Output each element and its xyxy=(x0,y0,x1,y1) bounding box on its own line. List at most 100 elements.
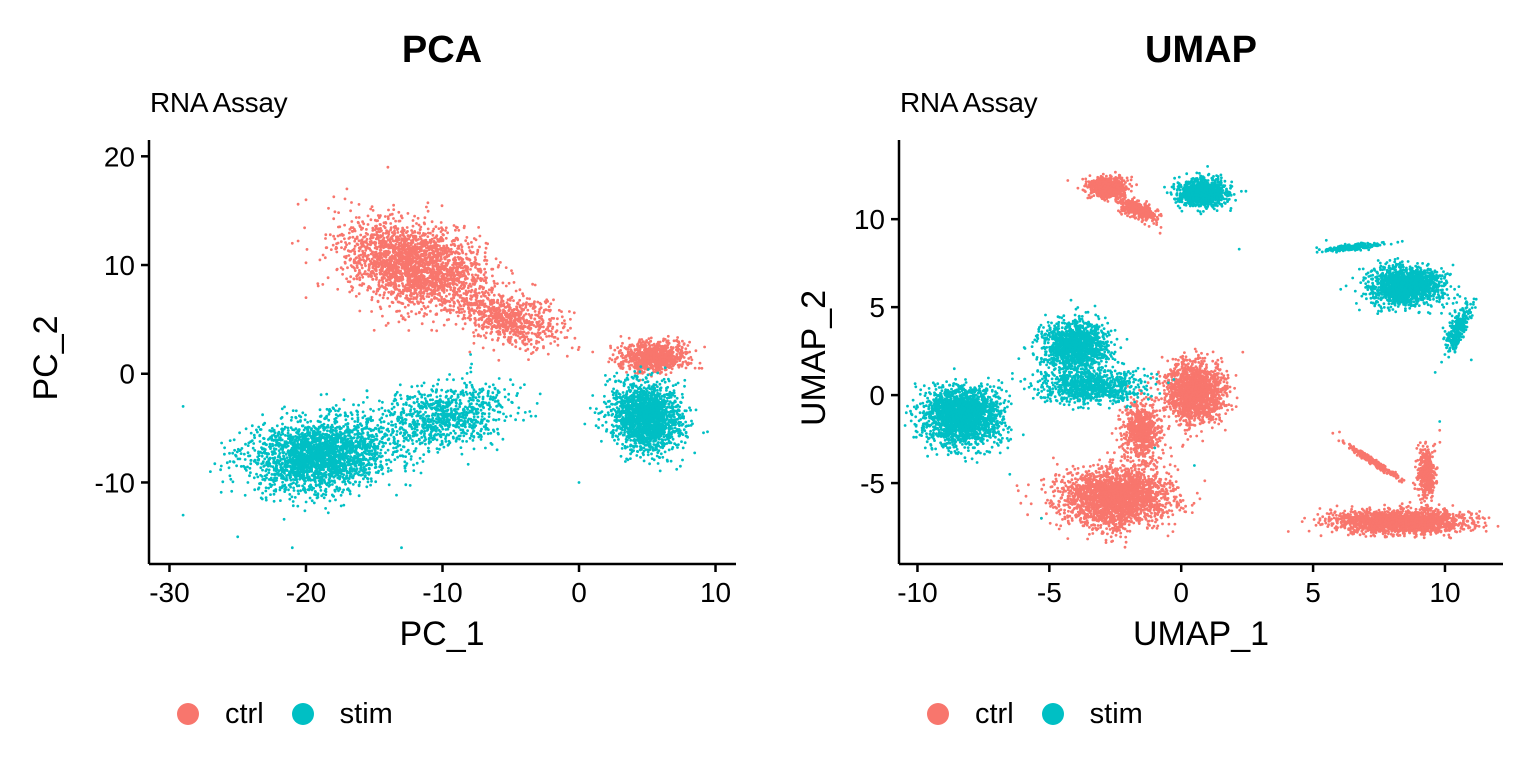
point-ctrl xyxy=(400,244,403,248)
point-ctrl xyxy=(345,187,349,191)
point-ctrl xyxy=(462,303,466,307)
point-ctrl xyxy=(686,361,690,365)
point-ctrl xyxy=(442,297,446,301)
point-ctrl xyxy=(371,241,375,245)
point-stim xyxy=(310,499,314,503)
point-ctrl xyxy=(364,249,368,252)
point-ctrl xyxy=(665,356,669,360)
point-ctrl xyxy=(418,248,422,252)
point-ctrl xyxy=(655,367,659,371)
point-ctrl xyxy=(422,253,425,257)
point-ctrl xyxy=(341,272,344,276)
point-ctrl xyxy=(336,241,340,245)
point-ctrl xyxy=(352,261,356,265)
point-ctrl xyxy=(443,256,446,259)
point-ctrl xyxy=(649,339,653,343)
point-ctrl xyxy=(406,288,409,292)
point-ctrl xyxy=(672,361,676,364)
point-ctrl xyxy=(321,283,325,286)
point-ctrl xyxy=(400,259,404,262)
point-ctrl xyxy=(422,285,425,289)
point-ctrl xyxy=(467,246,471,249)
point-ctrl xyxy=(473,321,477,325)
point-ctrl xyxy=(379,252,383,255)
point-ctrl xyxy=(458,303,462,307)
point-ctrl xyxy=(470,241,473,244)
point-ctrl xyxy=(496,314,500,317)
point-ctrl xyxy=(397,262,401,266)
point-ctrl xyxy=(361,282,364,285)
point-stim xyxy=(334,404,338,407)
point-ctrl xyxy=(666,334,670,338)
point-ctrl xyxy=(493,284,497,288)
point-ctrl xyxy=(386,217,390,221)
point-ctrl xyxy=(358,309,362,313)
point-ctrl xyxy=(372,265,375,269)
point-ctrl xyxy=(647,359,650,363)
point-ctrl xyxy=(366,243,370,246)
point-ctrl xyxy=(415,280,419,284)
point-ctrl xyxy=(447,259,451,262)
point-stim xyxy=(233,448,237,452)
point-ctrl xyxy=(420,291,424,295)
point-ctrl xyxy=(518,305,522,309)
point-ctrl xyxy=(451,267,455,271)
point-ctrl xyxy=(353,229,357,233)
point-ctrl xyxy=(629,348,632,351)
point-ctrl xyxy=(339,240,343,244)
point-ctrl xyxy=(483,267,486,271)
point-ctrl xyxy=(681,339,684,343)
point-ctrl xyxy=(449,308,453,312)
point-ctrl xyxy=(656,343,660,346)
point-ctrl xyxy=(400,214,403,218)
point-ctrl xyxy=(397,246,400,250)
point-ctrl xyxy=(434,273,438,277)
point-ctrl xyxy=(655,357,659,361)
point-ctrl xyxy=(344,241,347,244)
point-ctrl xyxy=(433,236,436,240)
point-ctrl xyxy=(469,290,473,294)
point-ctrl xyxy=(569,326,572,330)
point-ctrl xyxy=(371,277,375,281)
point-ctrl xyxy=(414,312,418,316)
point-ctrl xyxy=(522,294,525,298)
point-ctrl xyxy=(433,253,437,257)
point-ctrl xyxy=(369,243,372,247)
point-ctrl xyxy=(530,352,533,355)
point-ctrl xyxy=(647,356,650,360)
point-ctrl xyxy=(379,248,383,252)
point-ctrl xyxy=(378,293,382,297)
point-ctrl xyxy=(434,304,438,308)
point-ctrl xyxy=(387,208,390,212)
point-ctrl xyxy=(480,299,484,303)
point-ctrl xyxy=(384,231,388,235)
point-ctrl xyxy=(482,334,486,337)
point-ctrl xyxy=(402,235,406,238)
point-ctrl xyxy=(348,236,352,239)
point-ctrl xyxy=(462,292,466,295)
point-ctrl xyxy=(381,285,384,288)
point-ctrl xyxy=(416,216,420,220)
point-ctrl xyxy=(349,257,352,261)
point-ctrl xyxy=(496,282,499,285)
point-ctrl xyxy=(412,236,416,240)
point-ctrl xyxy=(460,245,464,249)
point-ctrl xyxy=(491,338,494,342)
point-ctrl xyxy=(427,248,431,252)
point-ctrl xyxy=(361,255,365,259)
point-ctrl xyxy=(477,324,481,328)
point-ctrl xyxy=(367,275,370,278)
point-ctrl xyxy=(463,264,467,268)
point-ctrl xyxy=(481,287,485,291)
point-ctrl xyxy=(689,355,693,359)
point-ctrl xyxy=(424,306,427,310)
point-ctrl xyxy=(501,342,505,346)
point-ctrl xyxy=(369,218,373,222)
point-ctrl xyxy=(678,344,681,347)
point-ctrl xyxy=(677,341,681,345)
point-ctrl xyxy=(526,331,530,335)
point-ctrl xyxy=(433,292,437,296)
point-stim xyxy=(324,507,327,510)
point-ctrl xyxy=(469,297,472,300)
point-ctrl xyxy=(682,356,686,359)
